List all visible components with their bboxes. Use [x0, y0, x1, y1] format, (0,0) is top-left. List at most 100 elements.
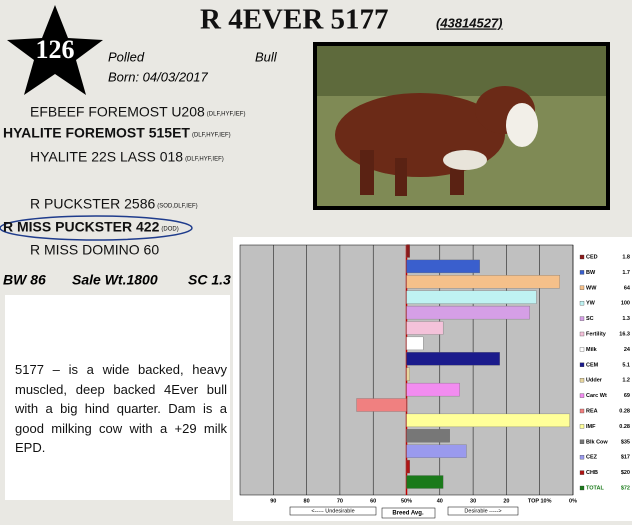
- legend-epd: $72: [621, 485, 630, 491]
- x-tick-label: 30: [470, 498, 476, 504]
- legend-epd: 64: [624, 285, 631, 291]
- x-tick-label: 50%: [401, 498, 412, 504]
- bar: [406, 336, 424, 351]
- label-box: [289, 506, 377, 516]
- legend-epd: 5.1: [622, 362, 630, 368]
- legend-swatch: [579, 393, 585, 398]
- pedigree-name: R MISS PUCKSTER 422: [3, 219, 160, 235]
- label-box: [447, 506, 519, 516]
- dam-highlight: [0, 215, 193, 241]
- registration: (43814527): [436, 15, 503, 30]
- stat: SC 1.3: [188, 272, 231, 288]
- legend-epd: 0.28: [619, 408, 630, 414]
- legend-epd: $20: [621, 470, 630, 476]
- legend-epd: 1.2: [622, 378, 630, 384]
- stat: Sale Wt.1800: [72, 272, 158, 288]
- pedigree-name: R MISS DOMINO 60: [30, 242, 159, 258]
- x-tick-label: 70: [337, 498, 343, 504]
- legend-label: REA: [586, 408, 598, 414]
- legend-epd: 16.3: [619, 331, 630, 337]
- pedigree-tags: (DLF,HYF,IEF): [207, 112, 246, 118]
- legend-swatch: [579, 270, 585, 275]
- legend-epd: 1.3: [622, 316, 630, 322]
- pedigree-name: R PUCKSTER 2586: [30, 196, 155, 212]
- bar: [406, 413, 570, 428]
- legend-label: YW: [586, 301, 596, 307]
- legend-epd: 100: [621, 301, 630, 307]
- legend-swatch: [579, 316, 585, 321]
- legend-label: CED: [586, 254, 598, 260]
- legend-swatch: [579, 301, 585, 306]
- legend-swatch: [579, 485, 585, 491]
- legend-label: TOTAL: [586, 485, 604, 491]
- legend-epd: 24: [624, 347, 631, 353]
- legend-label: Udder: [586, 378, 603, 384]
- legend-epd: $17: [621, 455, 630, 461]
- horn-status: Polled: [108, 49, 145, 64]
- bar: [406, 259, 480, 274]
- legend-label: Blk Cow: [586, 439, 608, 445]
- bar: [406, 275, 560, 289]
- legend-swatch: [579, 439, 585, 444]
- x-tick-label: TOP 10%: [528, 498, 552, 504]
- legend-swatch: [579, 362, 585, 367]
- animal-name: R 4EVER 5177: [200, 4, 389, 36]
- legend-label: SC: [586, 316, 594, 322]
- lot-star: [7, 5, 103, 95]
- low-label: <----- Undesirable: [311, 508, 354, 514]
- x-tick-label: 90: [270, 498, 276, 504]
- pedigree-tags: (DOD): [161, 227, 178, 233]
- bar: [406, 244, 410, 258]
- sex: Bull: [255, 49, 278, 64]
- pedigree-name: EFBEEF FOREMOST U208: [30, 104, 205, 120]
- legend-swatch: [579, 331, 585, 337]
- legend-swatch: [579, 470, 585, 475]
- legend-label: BW: [586, 270, 596, 276]
- photo: [313, 42, 610, 210]
- x-tick-label: 40: [437, 498, 443, 504]
- lot-number: 126: [36, 35, 75, 64]
- bar: [406, 321, 444, 335]
- x-tick-label: 20: [503, 498, 509, 504]
- legend-epd: 69: [624, 393, 630, 399]
- bar: [406, 429, 450, 443]
- legend-swatch: [579, 254, 585, 260]
- legend-swatch: [579, 408, 585, 414]
- legend-swatch: [579, 285, 585, 290]
- pedigree-name: HYALITE 22S LASS 018: [30, 149, 183, 165]
- pedigree-tags: (SOD,DLF,IEF): [157, 204, 197, 210]
- legend-label: IMF: [586, 424, 596, 430]
- pedigree-name: HYALITE FOREMOST 515ET: [3, 125, 190, 141]
- pedigree-tags: (DLF,HYF,IEF): [192, 133, 231, 139]
- x-tick-label: 80: [304, 498, 310, 504]
- bar: [406, 444, 467, 458]
- bar: [406, 382, 460, 397]
- legend-label: CEZ: [586, 455, 598, 461]
- bar: [356, 398, 407, 412]
- high-label: Desirable ----->: [464, 508, 501, 514]
- legend-epd: 0.28: [619, 424, 630, 430]
- legend-label: CEM: [586, 362, 599, 368]
- legend-label: Milk: [586, 347, 598, 353]
- x-tick-label: 0%: [569, 498, 577, 504]
- legend-swatch: [579, 424, 585, 429]
- x-tick-label: 60: [370, 498, 376, 504]
- born: Born: 04/03/2017: [108, 69, 209, 84]
- legend-epd: $35: [621, 439, 630, 445]
- bar: [406, 352, 500, 366]
- legend-label: CHB: [586, 470, 598, 476]
- legend-epd: 1.8: [622, 254, 630, 260]
- legend-label: WW: [586, 285, 597, 291]
- description: 5177 – is a wide backed, heavy muscled, …: [15, 362, 227, 455]
- bar: [406, 475, 444, 489]
- legend-swatch: [579, 347, 585, 352]
- pedigree-tags: (DLF,HYF,IEF): [185, 157, 224, 163]
- label-box: [381, 507, 436, 519]
- legend-epd: 1.7: [622, 270, 630, 276]
- legend-swatch: [579, 378, 585, 383]
- description-box: [5, 295, 230, 500]
- legend-swatch: [579, 455, 585, 460]
- legend-label: Fertility: [586, 331, 607, 337]
